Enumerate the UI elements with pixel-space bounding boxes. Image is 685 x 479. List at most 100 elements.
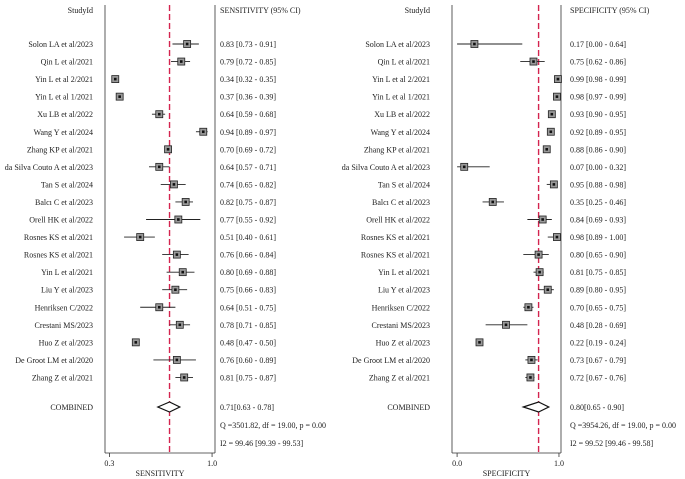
study-name-label: Yin L et al/2021	[378, 268, 430, 277]
study-ci-value: 0.22 [0.19 - 0.24]	[570, 338, 626, 347]
study-name-label: Zhang KP et al/2021	[364, 145, 430, 154]
study-name-label: Zhang KP et al/2021	[27, 145, 93, 154]
x-tick-label: 1.0	[554, 459, 564, 468]
study-name-label: Yin L et al/2021	[41, 268, 93, 277]
study-point-estimate	[157, 305, 161, 309]
header-ci-column: SENSITIVITY (95% CI)	[220, 6, 301, 15]
study-name-label: Xu LB et al/2022	[374, 110, 430, 119]
heterogeneity-q-stat: Q =3954.26, df = 19.00, p = 0.00	[570, 421, 676, 430]
study-name-label: Orell HK et al/2022	[29, 216, 93, 225]
header-ci-column: SPECIFICITY (95% CI)	[570, 6, 650, 15]
study-point-estimate	[527, 305, 530, 309]
study-ci-value: 0.64 [0.51 - 0.75]	[220, 303, 276, 312]
combined-ci-value: 0.80[0.65 - 0.90]	[570, 403, 624, 412]
study-point-estimate	[532, 60, 535, 63]
study-point-estimate	[491, 200, 495, 204]
study-ci-value: 0.70 [0.65 - 0.75]	[570, 303, 626, 312]
study-name-label: Qin L et al/2021	[41, 58, 93, 67]
study-name-label: Zhang Z et al/2021	[32, 373, 93, 382]
study-name-label: Huo Z et al/2023	[376, 338, 430, 347]
study-point-estimate	[473, 42, 476, 46]
study-ci-value: 0.95 [0.88 - 0.98]	[570, 180, 626, 189]
study-point-estimate	[174, 288, 177, 291]
study-ci-value: 0.51 [0.40 - 0.61]	[220, 233, 276, 242]
study-point-estimate	[201, 130, 205, 134]
study-name-label: Liu Y et al/2023	[41, 286, 93, 295]
study-name-label: Henriksen C/2022	[35, 303, 93, 312]
study-name-label: Crestani MS/2023	[372, 321, 430, 330]
study-ci-value: 0.70 [0.69 - 0.72]	[220, 145, 276, 154]
study-ci-value: 0.75 [0.62 - 0.86]	[570, 58, 626, 67]
study-point-estimate	[538, 270, 541, 274]
study-ci-value: 0.48 [0.28 - 0.69]	[570, 321, 626, 330]
study-point-estimate	[530, 358, 533, 362]
study-name-label: Rosnes KS et al/2021	[361, 251, 430, 260]
study-point-estimate	[134, 341, 138, 344]
study-name-label: Qin L et al/2021	[378, 58, 430, 67]
study-name-label: Liu Y et al/2023	[378, 286, 430, 295]
study-name-label: da Silva Couto A et al/2023	[342, 163, 430, 172]
study-ci-value: 0.77 [0.55 - 0.92]	[220, 216, 276, 225]
combined-label: COMBINED	[387, 403, 430, 412]
study-ci-value: 0.48 [0.47 - 0.50]	[220, 338, 276, 347]
study-ci-value: 0.17 [0.00 - 0.64]	[570, 40, 626, 49]
study-ci-value: 0.99 [0.98 - 0.99]	[570, 75, 626, 84]
study-point-estimate	[166, 148, 170, 151]
heterogeneity-i2-stat: I2 = 99.46 [99.39 - 99.53]	[220, 439, 304, 448]
study-ci-value: 0.78 [0.71 - 0.85]	[220, 321, 276, 330]
x-axis-label: SPECIFICITY	[483, 469, 531, 478]
study-name-label: Wang Y et al/2024	[34, 128, 93, 137]
study-name-label: Tan S et al/2024	[41, 180, 93, 189]
study-name-label: De Groot LM et al/2020	[15, 356, 93, 365]
study-point-estimate	[545, 148, 549, 151]
x-tick-label: 0.0	[452, 459, 462, 468]
study-ci-value: 0.76 [0.66 - 0.84]	[220, 251, 276, 260]
study-point-estimate	[157, 165, 161, 169]
study-point-estimate	[157, 112, 161, 116]
study-ci-value: 0.93 [0.90 - 0.95]	[570, 110, 626, 119]
study-point-estimate	[552, 183, 556, 186]
study-point-estimate	[537, 253, 540, 256]
study-point-estimate	[556, 77, 560, 81]
heterogeneity-q-stat: Q =3501.82, df = 19.00, p = 0.00	[220, 421, 326, 430]
study-ci-value: 0.37 [0.36 - 0.39]	[220, 93, 276, 102]
study-point-estimate	[118, 95, 121, 98]
combined-diamond	[156, 401, 182, 413]
study-point-estimate	[113, 77, 117, 81]
study-ci-value: 0.64 [0.57 - 0.71]	[220, 163, 276, 172]
study-name-label: Orell HK et al/2022	[366, 216, 430, 225]
study-point-estimate	[179, 60, 183, 63]
study-ci-value: 0.35 [0.25 - 0.46]	[570, 198, 626, 207]
study-point-estimate	[175, 358, 179, 362]
study-point-estimate	[175, 253, 179, 256]
study-ci-value: 0.98 [0.97 - 0.99]	[570, 93, 626, 102]
study-name-label: Yin L et al 1/2021	[372, 93, 430, 102]
study-name-label: da Silva Couto A et al/2023	[5, 163, 93, 172]
study-ci-value: 0.80 [0.65 - 0.90]	[570, 251, 626, 260]
study-ci-value: 0.98 [0.89 - 1.00]	[570, 233, 626, 242]
study-name-label: Solon LA et al/2023	[365, 40, 430, 49]
study-name-label: Solon LA et al/2023	[28, 40, 93, 49]
study-ci-value: 0.72 [0.67 - 0.76]	[570, 373, 626, 382]
study-name-label: Rosnes KS et al/2021	[24, 233, 93, 242]
study-ci-value: 0.79 [0.72 - 0.85]	[220, 58, 276, 67]
study-name-label: Zhang Z et al/2021	[369, 373, 430, 382]
study-ci-value: 0.92 [0.89 - 0.95]	[570, 128, 626, 137]
combined-label: COMBINED	[50, 403, 93, 412]
study-point-estimate	[478, 341, 481, 344]
study-point-estimate	[541, 218, 544, 221]
study-name-label: Rosnes KS et al/2021	[361, 233, 430, 242]
study-point-estimate	[178, 323, 182, 327]
study-ci-value: 0.74 [0.65 - 0.82]	[220, 180, 276, 189]
study-ci-value: 0.88 [0.86 - 0.90]	[570, 145, 626, 154]
study-point-estimate	[177, 218, 180, 221]
study-ci-value: 0.75 [0.66 - 0.83]	[220, 286, 276, 295]
study-point-estimate	[504, 323, 508, 327]
study-name-label: Yin L et al 2/2021	[35, 75, 93, 84]
study-point-estimate	[549, 130, 553, 134]
study-point-estimate	[138, 235, 142, 239]
combined-ci-value: 0.71[0.63 - 0.78]	[220, 403, 274, 412]
study-ci-value: 0.83 [0.73 - 0.91]	[220, 40, 276, 49]
study-ci-value: 0.80 [0.69 - 0.88]	[220, 268, 276, 277]
